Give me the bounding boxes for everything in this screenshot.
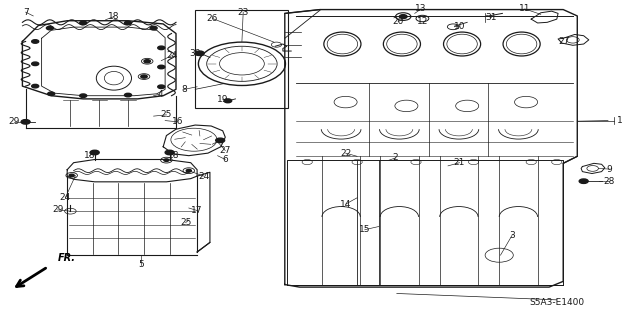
Text: 5: 5	[138, 260, 143, 269]
Text: 24: 24	[198, 172, 209, 181]
Circle shape	[141, 75, 147, 78]
Text: 18: 18	[84, 151, 95, 160]
Circle shape	[224, 99, 232, 103]
Text: 6: 6	[223, 155, 228, 164]
Text: 25: 25	[180, 218, 191, 227]
Circle shape	[124, 93, 132, 97]
Text: 18: 18	[108, 12, 120, 21]
Circle shape	[144, 60, 150, 63]
Text: 12: 12	[417, 17, 428, 26]
Text: 8: 8	[182, 85, 187, 94]
Text: 4: 4	[157, 90, 163, 99]
Circle shape	[195, 51, 204, 56]
Text: 25: 25	[161, 110, 172, 119]
Text: 23: 23	[237, 8, 249, 17]
Text: 19: 19	[217, 95, 228, 104]
Circle shape	[80, 21, 87, 25]
Text: 26: 26	[207, 14, 218, 23]
Text: 2: 2	[393, 153, 398, 162]
Bar	[195, 10, 288, 108]
Text: 14: 14	[340, 200, 351, 209]
Text: S5A3-E1400: S5A3-E1400	[529, 298, 584, 307]
Text: 17: 17	[191, 206, 203, 215]
Circle shape	[399, 15, 407, 19]
Text: 21: 21	[454, 158, 465, 167]
Circle shape	[124, 21, 132, 25]
Text: 15: 15	[359, 225, 371, 234]
Circle shape	[69, 174, 74, 177]
Circle shape	[165, 150, 174, 155]
Text: 10: 10	[454, 22, 465, 31]
Text: 3: 3	[509, 231, 515, 240]
Circle shape	[47, 26, 54, 30]
Text: 20: 20	[392, 17, 404, 26]
Circle shape	[186, 169, 191, 172]
Circle shape	[157, 85, 165, 89]
Circle shape	[216, 138, 225, 143]
Circle shape	[32, 84, 38, 88]
Text: 16: 16	[172, 117, 184, 126]
Text: 13: 13	[415, 4, 427, 13]
Text: 29: 29	[8, 117, 20, 126]
Text: 18: 18	[168, 151, 180, 160]
Circle shape	[32, 40, 38, 43]
Circle shape	[579, 179, 588, 183]
Text: 1: 1	[617, 116, 622, 125]
Circle shape	[21, 120, 30, 124]
Circle shape	[90, 150, 99, 155]
Text: 31: 31	[486, 13, 497, 22]
Text: 11: 11	[519, 4, 531, 13]
Circle shape	[157, 65, 165, 69]
Text: 22: 22	[340, 149, 351, 158]
Text: 24: 24	[166, 51, 177, 60]
Text: 28: 28	[604, 177, 615, 186]
Circle shape	[150, 26, 157, 30]
Text: 30: 30	[189, 49, 201, 58]
Text: 27: 27	[220, 146, 231, 155]
Text: 27: 27	[559, 37, 570, 46]
Circle shape	[32, 62, 38, 66]
Circle shape	[164, 159, 169, 161]
Circle shape	[157, 46, 165, 50]
Text: 7: 7	[23, 8, 28, 17]
Text: 24: 24	[60, 193, 71, 202]
Polygon shape	[12, 267, 48, 290]
Text: 9: 9	[607, 165, 612, 174]
Text: 29: 29	[52, 205, 63, 214]
Text: FR.: FR.	[58, 253, 76, 263]
Circle shape	[80, 94, 87, 98]
Circle shape	[48, 92, 55, 96]
